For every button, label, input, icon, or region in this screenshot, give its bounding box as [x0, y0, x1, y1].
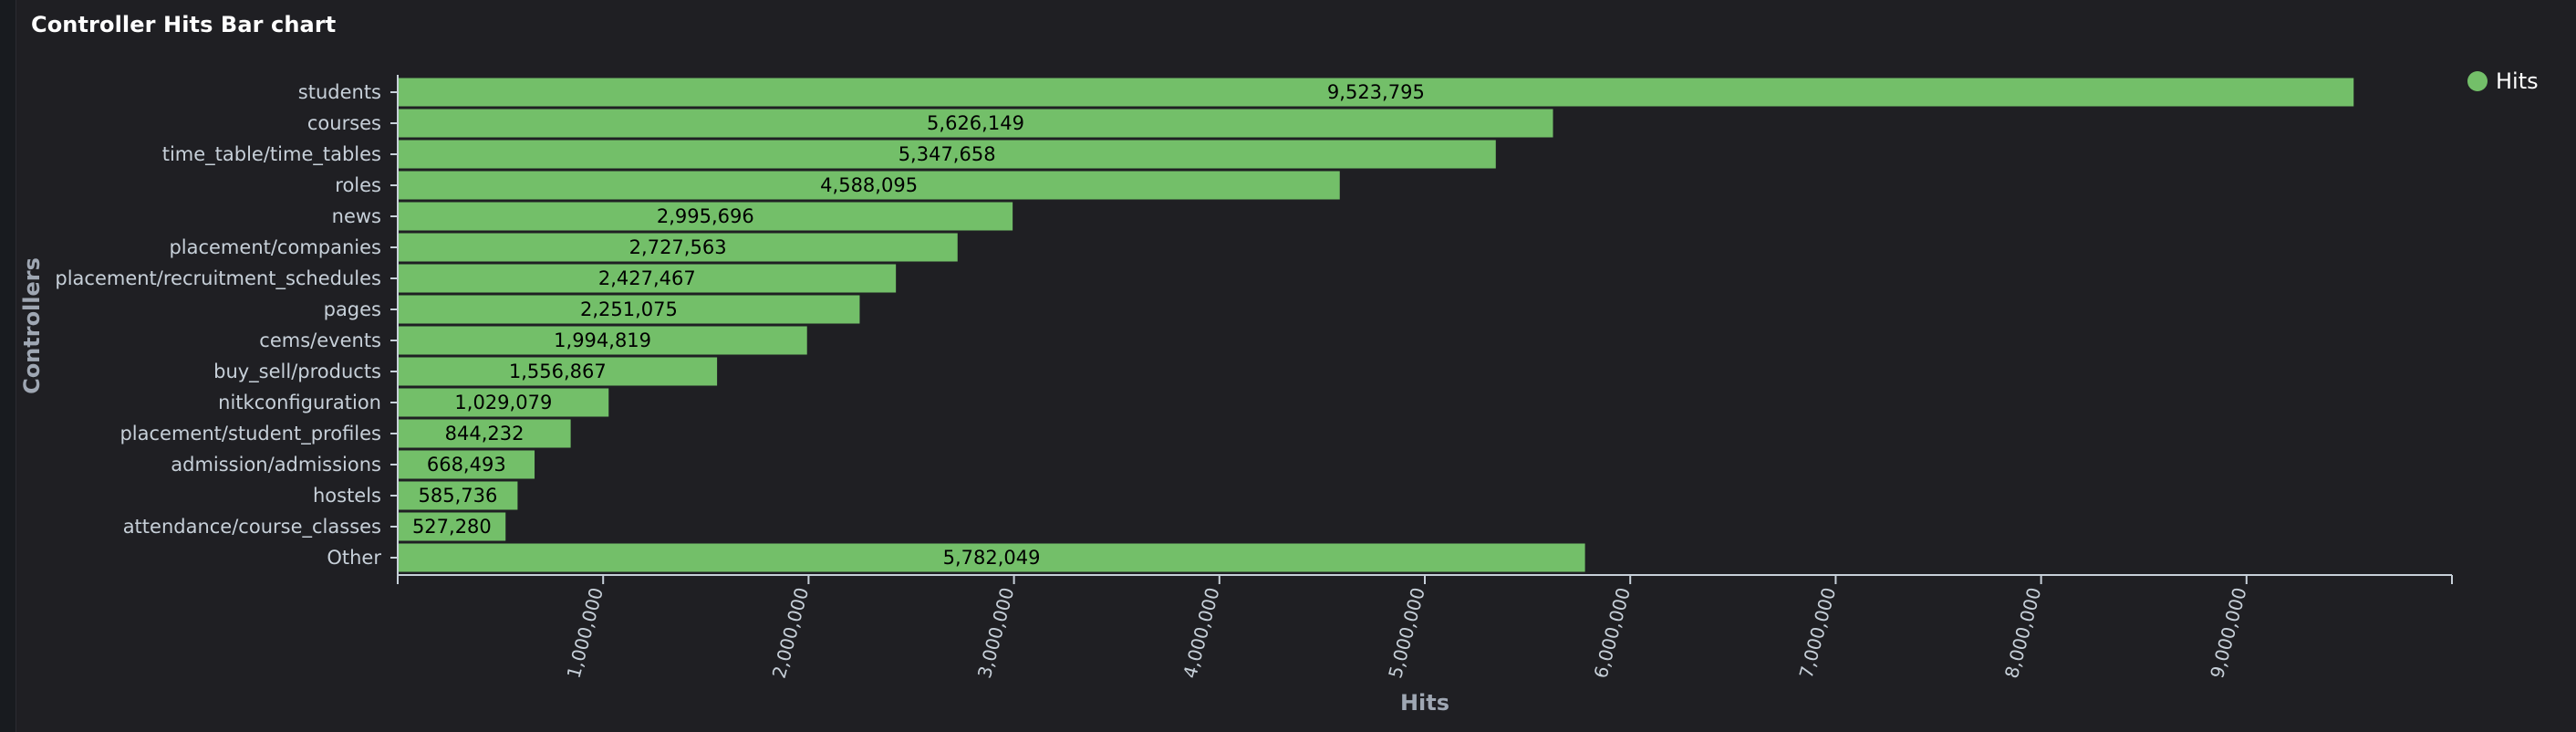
bar-value-label: 2,427,467 — [598, 267, 696, 289]
bar-value-label: 2,995,696 — [657, 205, 754, 227]
bar-value-label: 668,493 — [427, 454, 506, 476]
legend-marker — [2467, 71, 2488, 91]
y-axis: students courses time_table/time_tablesrol… — [55, 75, 399, 575]
x-axis: 1,000,000 2,000,000 3,000,000 4,000,000 5,00… — [397, 574, 2453, 681]
x-tick-label: 4,000,000 — [1179, 585, 1224, 681]
y-tick-label: attendance/course_classes — [123, 516, 381, 539]
bar-value-label: 5,782,049 — [943, 547, 1041, 569]
x-tick-label: 5,000,000 — [1384, 585, 1429, 681]
bar[interactable] — [397, 263, 898, 294]
bar[interactable] — [397, 77, 2355, 108]
bar[interactable] — [397, 232, 959, 263]
bar-value-label: 527,280 — [412, 516, 492, 538]
y-tick-label: hostels — [313, 485, 381, 507]
x-tick-label: 8,000,000 — [2000, 585, 2046, 681]
y-tick-label: cems/events — [259, 329, 381, 351]
bar-value-label: 585,736 — [419, 485, 498, 507]
bar-value-label: 5,626,149 — [927, 112, 1024, 134]
x-tick-label: 9,000,000 — [2206, 585, 2251, 681]
y-axis-title: Controllers — [19, 257, 45, 394]
y-tick-label: nitkconfiguration — [218, 392, 381, 413]
y-tick-label: buy_sell/products — [213, 361, 381, 383]
bars-group: 9,523,795 5,626,149 5,347,658 4,588,095 2,99… — [397, 77, 2355, 573]
bar-value-label: 844,232 — [445, 423, 525, 444]
bar-value-label: 5,347,658 — [898, 143, 996, 165]
bar[interactable] — [397, 418, 572, 449]
bar[interactable] — [397, 356, 719, 387]
panel-title[interactable]: Controller Hits Bar chart — [31, 12, 337, 37]
bar[interactable] — [397, 201, 1014, 232]
bar-value-label: 1,029,079 — [454, 392, 552, 413]
legend-label: Hits — [2496, 68, 2539, 94]
bar[interactable] — [397, 449, 536, 480]
bar-value-label: 2,251,075 — [580, 298, 678, 320]
y-tick-label: courses — [307, 112, 381, 134]
y-tick-label: roles — [335, 174, 381, 196]
x-axis-title: Hits — [1400, 690, 1449, 716]
bar-value-label: 9,523,795 — [1327, 81, 1425, 103]
bar[interactable] — [397, 325, 808, 356]
y-tick-label: students — [298, 81, 381, 103]
x-tick-label: 2,000,000 — [768, 585, 814, 681]
bar-value-label: 2,727,563 — [629, 236, 727, 258]
x-tick-label: 6,000,000 — [1590, 585, 1636, 681]
y-tick-label: placement/companies — [169, 236, 381, 258]
y-tick-label: time_table/time_tables — [162, 143, 381, 166]
legend[interactable]: Hits — [2467, 68, 2539, 94]
bar[interactable] — [397, 170, 1341, 201]
bar[interactable] — [397, 480, 519, 511]
y-tick-label: placement/recruitment_schedules — [55, 267, 381, 290]
y-tick-label: pages — [324, 298, 381, 320]
y-tick-label: Other — [327, 547, 381, 569]
bar[interactable] — [397, 387, 610, 418]
bar-value-label: 4,588,095 — [820, 174, 918, 196]
y-tick-label: placement/student_profiles — [119, 423, 381, 445]
bar[interactable] — [397, 294, 861, 325]
x-tick-label: 7,000,000 — [1795, 585, 1841, 681]
x-tick-label: 3,000,000 — [973, 585, 1019, 681]
y-tick-label: admission/admissions — [171, 454, 381, 476]
bar-value-label: 1,556,867 — [509, 361, 607, 382]
x-tick-label: 1,000,000 — [563, 585, 608, 681]
y-tick-label: news — [332, 205, 381, 227]
bar-value-label: 1,994,819 — [554, 329, 651, 351]
